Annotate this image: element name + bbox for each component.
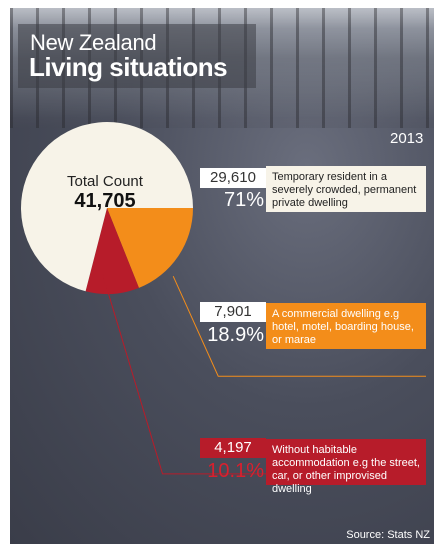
page-title: Living situations <box>29 52 228 82</box>
title-backdrop <box>18 24 256 88</box>
commercial-count: 7,901 <box>200 302 266 322</box>
year-label: 2013 <box>390 130 424 147</box>
total-count-label: Total Count <box>67 173 143 190</box>
infographic-frame: New Zealand Living situations 2013 Total… <box>10 8 434 544</box>
commercial-percent: 18.9% <box>207 324 264 346</box>
no-accommodation-count: 4,197 <box>200 438 266 458</box>
pie-chart <box>20 122 426 475</box>
no-accommodation-description: Without habitable accommodation e.g the … <box>266 439 426 495</box>
crowded-percent: 71% <box>223 189 264 211</box>
total-count-value: 41,705 <box>74 190 136 212</box>
pie-slice-crowded <box>20 122 193 292</box>
crowded-description: Temporary resident in a severely crowded… <box>266 166 426 212</box>
source-note: Source: Stats NZ <box>346 529 430 541</box>
commercial-description: A commercial dwelling e.g hotel, motel, … <box>266 303 426 349</box>
title-country: New Zealand <box>30 30 157 55</box>
pie-slice-no-accommodation <box>85 208 139 295</box>
connector-commercial <box>172 276 426 377</box>
no-accommodation-percent: 10.1% <box>207 460 264 482</box>
crowded-count: 29,610 <box>200 168 266 188</box>
pie-slice-commercial <box>107 208 193 288</box>
